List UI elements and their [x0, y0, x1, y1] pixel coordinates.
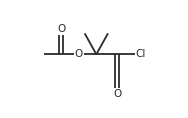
Text: O: O	[57, 24, 65, 34]
Text: O: O	[75, 49, 83, 59]
Text: Cl: Cl	[136, 49, 146, 59]
Text: O: O	[113, 89, 121, 99]
